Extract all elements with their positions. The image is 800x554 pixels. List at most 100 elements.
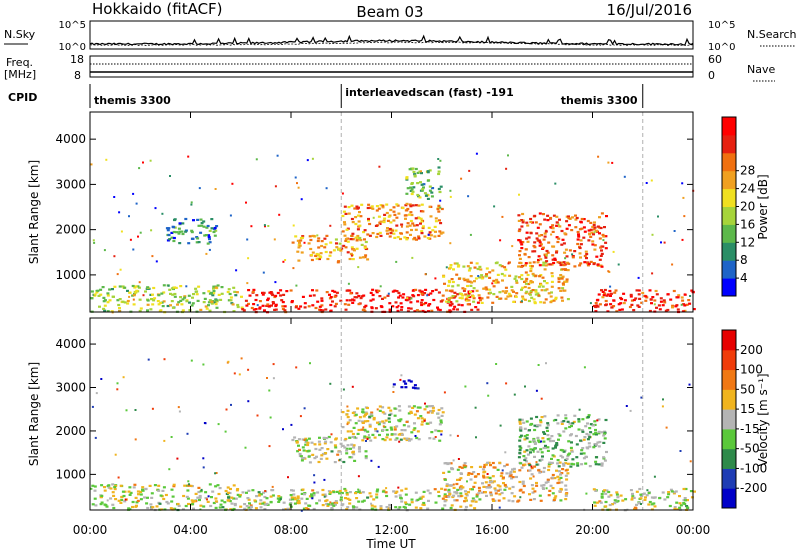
data-cell xyxy=(357,419,361,422)
data-cell xyxy=(648,289,652,292)
data-cell xyxy=(272,302,275,305)
data-cell xyxy=(195,236,199,239)
data-cell xyxy=(469,290,472,294)
data-cell xyxy=(385,494,389,498)
data-cell xyxy=(345,289,349,292)
data-cell xyxy=(369,291,373,294)
data-cell xyxy=(111,288,114,291)
x-tick-label: 12:00 xyxy=(374,523,409,537)
data-cell xyxy=(593,423,597,426)
data-cell xyxy=(155,505,159,508)
data-cell xyxy=(346,240,350,243)
data-cell xyxy=(378,165,381,168)
colorbar-tick-label: 16 xyxy=(740,217,755,231)
data-cell xyxy=(390,428,394,431)
data-cell xyxy=(532,261,536,264)
data-cell xyxy=(548,489,552,492)
data-cell xyxy=(153,297,157,300)
data-cell xyxy=(418,497,422,500)
data-cell xyxy=(650,496,654,499)
data-cell xyxy=(436,308,440,311)
data-cell xyxy=(527,236,531,239)
data-cell xyxy=(443,493,447,496)
data-cell xyxy=(139,498,143,501)
data-cell xyxy=(418,170,422,173)
data-cell xyxy=(612,250,615,253)
data-cell xyxy=(651,272,654,275)
data-cell xyxy=(520,265,524,268)
data-cell xyxy=(406,310,410,313)
data-cell xyxy=(629,409,632,412)
data-cell xyxy=(343,439,347,442)
data-cell xyxy=(376,430,379,433)
data-cell xyxy=(183,295,187,298)
data-cell xyxy=(492,293,496,296)
y-tick-label: 4000 xyxy=(55,132,86,146)
data-cell xyxy=(268,445,271,448)
data-cell xyxy=(177,406,180,409)
data-cell xyxy=(207,495,210,498)
data-cell xyxy=(607,270,610,273)
data-cell xyxy=(353,296,357,299)
data-cell xyxy=(328,254,332,257)
data-cell xyxy=(383,213,387,216)
data-cell xyxy=(357,488,360,491)
data-cell xyxy=(598,500,602,503)
data-cell xyxy=(132,303,136,306)
data-cell xyxy=(492,466,496,469)
data-cell xyxy=(368,222,372,226)
data-cell xyxy=(370,459,373,462)
data-cell xyxy=(678,502,682,505)
data-cell xyxy=(574,434,578,438)
data-cell xyxy=(443,391,446,394)
data-cell xyxy=(381,204,385,207)
data-cell xyxy=(547,241,551,244)
data-cell xyxy=(346,251,350,254)
data-cell xyxy=(170,236,174,239)
data-cell xyxy=(538,223,542,226)
data-cell xyxy=(311,489,315,492)
data-cell xyxy=(566,455,570,458)
data-cell xyxy=(321,504,325,507)
data-cell xyxy=(321,493,325,496)
data-cell xyxy=(172,230,176,234)
data-cell xyxy=(693,490,696,493)
data-cell xyxy=(589,260,593,263)
data-cell xyxy=(439,232,443,235)
data-cell xyxy=(449,506,453,510)
data-cell xyxy=(469,504,473,507)
data-cell xyxy=(266,303,270,306)
data-cell xyxy=(450,504,454,507)
data-cell xyxy=(632,298,636,302)
data-cell xyxy=(584,250,588,253)
data-cell xyxy=(297,246,301,249)
data-cell xyxy=(425,405,429,408)
data-cell xyxy=(393,414,397,417)
data-cell xyxy=(497,499,501,502)
data-cell xyxy=(409,411,413,414)
data-cell xyxy=(397,433,401,436)
data-cell xyxy=(600,464,604,467)
data-cell xyxy=(550,457,553,460)
data-cell xyxy=(173,295,177,298)
data-cell xyxy=(320,297,324,300)
data-cell xyxy=(433,235,437,238)
data-cell xyxy=(303,439,306,441)
colorbar-swatch xyxy=(722,242,736,261)
data-cell xyxy=(523,435,527,438)
data-cell xyxy=(559,499,563,502)
data-cell xyxy=(366,438,369,440)
data-cell xyxy=(219,298,223,301)
data-cell xyxy=(369,299,373,302)
data-cell xyxy=(389,409,393,412)
data-cell xyxy=(162,284,166,287)
data-cell xyxy=(539,301,543,304)
data-cell xyxy=(360,243,364,246)
data-cell xyxy=(166,229,170,232)
data-cell xyxy=(511,485,515,489)
data-cell xyxy=(184,230,188,233)
data-cell xyxy=(330,502,334,505)
freq-tick-bottom: 8 xyxy=(74,69,81,82)
data-cell xyxy=(520,466,524,469)
